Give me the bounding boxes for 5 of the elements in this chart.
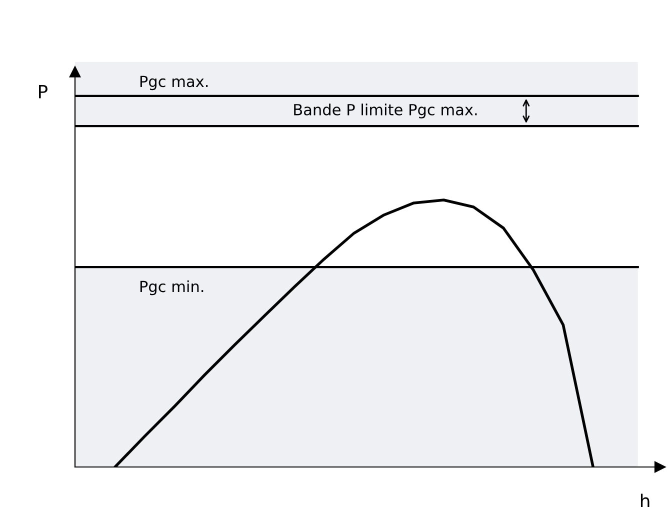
text: P: [38, 85, 48, 98]
band-label: Bande P limite Pgc max.: [294, 104, 477, 118]
band-label: Pgc max.: [140, 76, 208, 90]
x-axis-title: h: [640, 494, 650, 507]
band-label: Pgc min.: [140, 280, 204, 296]
